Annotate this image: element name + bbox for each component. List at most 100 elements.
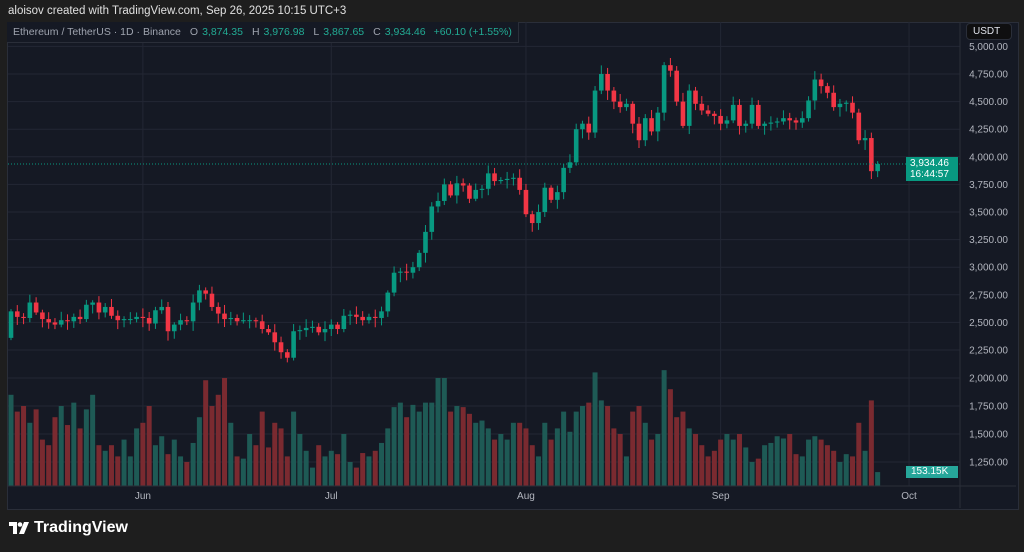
candle-body <box>310 326 315 328</box>
candle <box>354 306 359 325</box>
candle-body <box>850 102 855 113</box>
candle-body <box>360 316 365 321</box>
candle-body <box>617 101 623 108</box>
candle-body <box>171 324 177 332</box>
volume-bar <box>196 417 202 486</box>
candle-body <box>366 316 372 321</box>
volume-bar <box>265 447 271 486</box>
volume-bar <box>680 411 686 486</box>
candle <box>398 267 403 283</box>
candle-body <box>473 189 479 199</box>
volume-bar <box>875 472 881 486</box>
candle <box>529 210 535 232</box>
candle <box>71 313 77 328</box>
last-price: 3,934.46 <box>910 158 949 169</box>
candle <box>328 319 334 336</box>
volume-bar <box>335 454 341 486</box>
candle-body <box>655 112 661 132</box>
candle-body <box>504 178 510 180</box>
volume-bar <box>592 372 598 486</box>
candle <box>310 320 315 333</box>
candle-body <box>774 121 780 123</box>
candle-body <box>743 123 749 126</box>
candle <box>686 84 692 135</box>
volume-bar <box>379 442 385 486</box>
low-value: 3,867.65 <box>323 26 365 38</box>
price-tick-label: 4,250.00 <box>969 125 1008 136</box>
candle <box>197 284 202 311</box>
candle-body <box>266 329 271 333</box>
candle-body <box>58 320 64 325</box>
logo-text: TradingView <box>34 519 128 536</box>
price-tick-label: 2,250.00 <box>969 346 1008 357</box>
candle-body <box>448 184 453 196</box>
candle <box>642 114 648 147</box>
candle <box>322 321 328 342</box>
candle-body <box>435 200 441 207</box>
candle-body <box>33 302 39 313</box>
volume-bar <box>234 456 240 486</box>
volume-bar <box>435 378 441 486</box>
candle-body <box>234 317 240 322</box>
candle <box>837 98 843 117</box>
candle-body <box>398 271 403 273</box>
volume-bar <box>448 411 454 486</box>
volume-bar <box>780 438 786 486</box>
candle <box>479 184 485 199</box>
candle <box>831 85 836 111</box>
candle <box>724 116 730 129</box>
volume-bar <box>14 411 20 486</box>
candle-body <box>228 317 234 320</box>
candle <box>605 67 610 100</box>
candle <box>215 302 221 324</box>
volume-bar <box>159 436 165 486</box>
currency-button[interactable]: USDT <box>966 23 1012 40</box>
tradingview-logo[interactable]: TradingView <box>9 519 128 537</box>
candle <box>379 306 384 326</box>
volume-bar <box>46 445 52 486</box>
symbol-legend[interactable]: Ethereum / TetherUS · 1D · Binance O 3,87… <box>7 22 519 43</box>
candle-body <box>611 90 617 102</box>
volume-bar <box>441 378 447 486</box>
volume-bar <box>667 389 673 486</box>
volume-tick-label: 1,250.00 <box>969 458 1008 469</box>
volume-bar <box>96 445 102 486</box>
candle-body <box>178 320 183 325</box>
candle <box>115 310 121 330</box>
volume-bar <box>140 422 146 486</box>
volume-bar <box>58 406 64 486</box>
candle <box>410 261 416 279</box>
candle <box>102 303 108 318</box>
candle-body <box>52 322 58 325</box>
volume-bar <box>567 431 573 486</box>
candle-body <box>818 79 824 87</box>
candle-body <box>756 104 761 126</box>
candle <box>693 86 698 111</box>
candle <box>523 183 529 218</box>
candle <box>762 121 767 135</box>
candle <box>435 192 441 213</box>
candle <box>580 120 585 139</box>
candle-body <box>517 177 522 190</box>
volume-bar <box>806 439 812 486</box>
volume-bar <box>190 442 196 486</box>
price-tick-label: 2,750.00 <box>969 290 1008 301</box>
volume-bar <box>77 428 83 486</box>
candle <box>341 309 347 333</box>
volume-bars <box>8 370 881 486</box>
volume-bar <box>146 406 152 486</box>
candle-body <box>599 74 604 91</box>
volume-bar <box>843 454 849 486</box>
candle <box>347 310 353 325</box>
candle-body <box>165 306 171 332</box>
candle <box>599 65 604 95</box>
candle-body <box>316 326 322 333</box>
candle-body <box>203 290 208 294</box>
candle-body <box>724 120 730 124</box>
candle-body <box>410 267 416 273</box>
candle <box>825 82 830 99</box>
volume-bar <box>705 456 711 486</box>
volume-bar <box>686 428 692 486</box>
volume-bar <box>856 422 862 486</box>
